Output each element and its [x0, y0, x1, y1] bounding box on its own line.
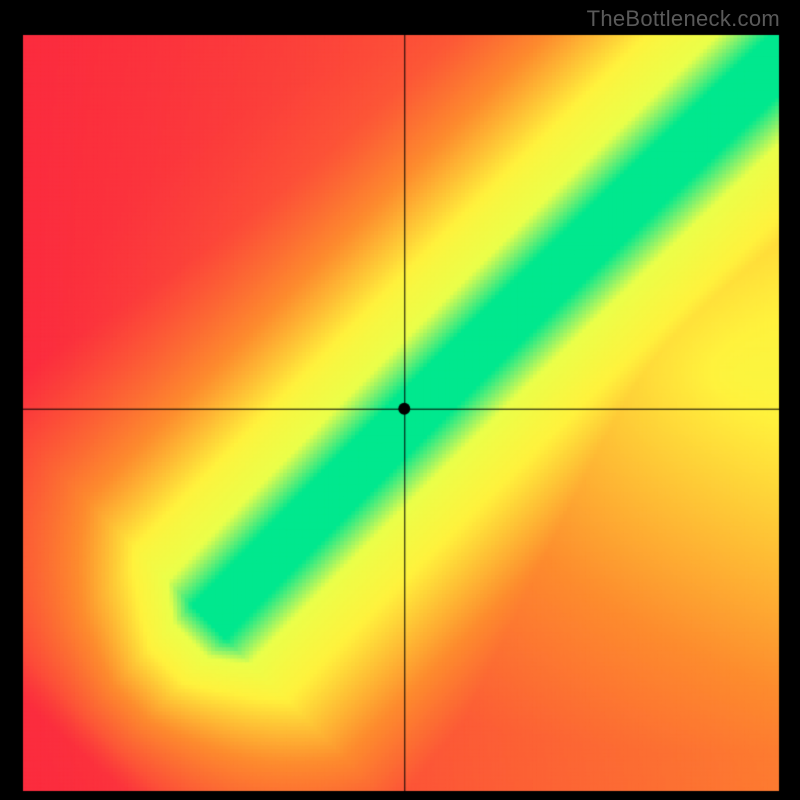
heatmap-canvas — [0, 0, 800, 800]
chart-container: TheBottleneck.com — [0, 0, 800, 800]
watermark-text: TheBottleneck.com — [587, 6, 780, 32]
